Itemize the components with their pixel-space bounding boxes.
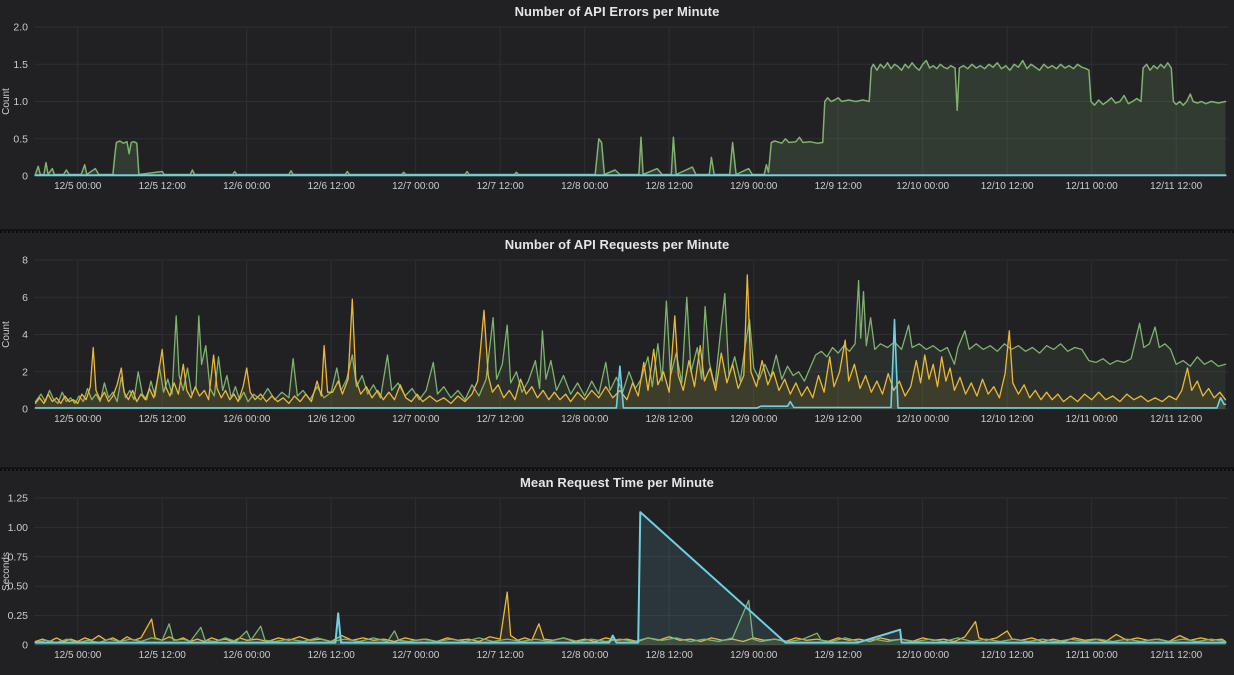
x-tick-label: 12/11 12:00 [1150, 414, 1203, 425]
x-tick-label: 12/7 12:00 [477, 181, 525, 192]
y-tick-label: 6 [22, 292, 28, 304]
y-tick-label: 4 [22, 329, 28, 341]
x-tick-label: 12/11 12:00 [1150, 650, 1203, 661]
x-tick-label: 12/10 00:00 [896, 181, 949, 192]
y-tick-label: 0.50 [8, 581, 29, 593]
x-tick-label: 12/11 00:00 [1066, 181, 1119, 192]
panel-title-mean-request-time[interactable]: Mean Request Time per Minute [520, 474, 714, 490]
y-tick-label: 1.25 [8, 493, 29, 505]
series-fill-api-errors [35, 60, 1226, 176]
x-tick-label: 12/10 00:00 [896, 414, 949, 425]
x-tick-label: 12/6 00:00 [223, 414, 271, 425]
x-tick-label: 12/6 00:00 [223, 650, 271, 661]
x-tick-label: 12/9 00:00 [730, 414, 778, 425]
y-axis-title: Count [1, 321, 12, 348]
panel-mean-request-time: Mean Request Time per Minute 0 0.25 0.50 0.… [0, 469, 1234, 675]
y-tick-label: 1.00 [8, 522, 29, 534]
series-fill-mean-time-yellow [35, 592, 1226, 645]
x-tick-label: 12/11 12:00 [1150, 181, 1203, 192]
y-tick-label: 2.0 [13, 22, 28, 34]
chart-plot-api-requests[interactable]: 0 2 4 6 8 12/5 00:00 12/5 12:00 12/6 00:00 12/6 … [0, 255, 1234, 427]
x-tick-label: 12/10 12:00 [981, 650, 1034, 661]
x-tick-label: 12/5 12:00 [139, 181, 187, 192]
y-tick-label: 0 [22, 171, 28, 183]
panel-title-api-requests[interactable]: Number of API Requests per Minute [504, 236, 730, 252]
panel-api-errors: Number of API Errors per Minute 0 0.5 1.0 1… [0, 0, 1234, 229]
chart-svg: 0 2 4 6 8 12/5 00:00 12/5 12:00 12/6 00:00 12/6 … [1, 255, 1229, 425]
x-tick-label: 12/6 00:00 [223, 181, 271, 192]
x-tick-label: 12/8 00:00 [561, 181, 609, 192]
x-tick-label: 12/9 12:00 [815, 414, 863, 425]
series-line-mean-time-cyan [34, 511, 1227, 644]
series-line-requests-green [34, 279, 1227, 405]
y-tick-label: 2 [22, 366, 28, 378]
y-axis-title: Count [1, 88, 12, 115]
x-tick-label: 12/6 12:00 [308, 181, 356, 192]
x-tick-label: 12/7 00:00 [392, 181, 440, 192]
x-tick-label: 12/9 00:00 [730, 181, 778, 192]
series-line-mean-time-yellow [34, 591, 1227, 643]
x-tick-label: 12/6 12:00 [308, 650, 356, 661]
chart-svg: 0 0.5 1.0 1.5 2.0 12/5 00:00 12/5 12:00 12/6 00… [1, 22, 1229, 192]
x-tick-label: 12/6 12:00 [308, 414, 356, 425]
x-tick-label: 12/7 00:00 [392, 650, 440, 661]
series-fill-mean-time-cyan [35, 512, 1226, 645]
series-line-mean-time-green [34, 599, 1227, 644]
y-tick-label: 0.75 [8, 551, 29, 563]
y-tick-label: 8 [22, 255, 28, 267]
x-tick-label: 12/10 00:00 [896, 650, 949, 661]
y-tick-label: 0.5 [13, 133, 28, 145]
y-tick-label: 1.0 [13, 96, 28, 108]
y-axis-title: Seconds [1, 552, 12, 591]
x-tick-label: 12/9 12:00 [815, 181, 863, 192]
x-tick-label: 12/11 00:00 [1066, 650, 1119, 661]
series-line-requests-cyan [34, 318, 1227, 409]
chart-plot-mean-request-time[interactable]: 0 0.25 0.50 0.75 1.00 1.25 12/5 00:00 12/5 12:0… [0, 493, 1234, 663]
x-tick-label: 12/8 00:00 [561, 414, 609, 425]
y-tick-label: 0.25 [8, 610, 29, 622]
y-tick-label: 0 [22, 640, 28, 652]
panel-api-requests: Number of API Requests per Minute 0 2 4 6 8 1… [0, 231, 1234, 467]
x-tick-label: 12/8 12:00 [646, 414, 694, 425]
panel-title-api-errors[interactable]: Number of API Errors per Minute [514, 3, 720, 19]
x-tick-label: 12/9 00:00 [730, 650, 778, 661]
x-tick-label: 12/9 12:00 [815, 650, 863, 661]
x-tick-label: 12/10 12:00 [981, 181, 1034, 192]
y-tick-label: 0 [22, 404, 28, 416]
x-tick-label: 12/8 12:00 [646, 181, 694, 192]
series-line-requests-yellow [34, 274, 1227, 405]
chart-plot-api-errors[interactable]: 0 0.5 1.0 1.5 2.0 12/5 00:00 12/5 12:00 12/6 00… [0, 22, 1234, 194]
x-tick-label: 12/8 00:00 [561, 650, 609, 661]
x-tick-label: 12/10 12:00 [981, 414, 1034, 425]
x-tick-label: 12/8 12:00 [646, 650, 694, 661]
x-tick-label: 12/5 12:00 [139, 650, 187, 661]
y-tick-label: 1.5 [13, 59, 28, 71]
x-tick-label: 12/11 00:00 [1066, 414, 1119, 425]
x-tick-label: 12/5 00:00 [54, 181, 102, 192]
x-tick-label: 12/5 12:00 [139, 414, 187, 425]
x-tick-label: 12/5 00:00 [54, 414, 102, 425]
x-tick-label: 12/5 00:00 [54, 650, 102, 661]
x-tick-label: 12/7 12:00 [477, 650, 525, 661]
x-tick-label: 12/7 12:00 [477, 414, 525, 425]
chart-svg: 0 0.25 0.50 0.75 1.00 1.25 12/5 00:00 12/5 12:0… [1, 493, 1229, 661]
x-tick-label: 12/7 00:00 [392, 414, 440, 425]
